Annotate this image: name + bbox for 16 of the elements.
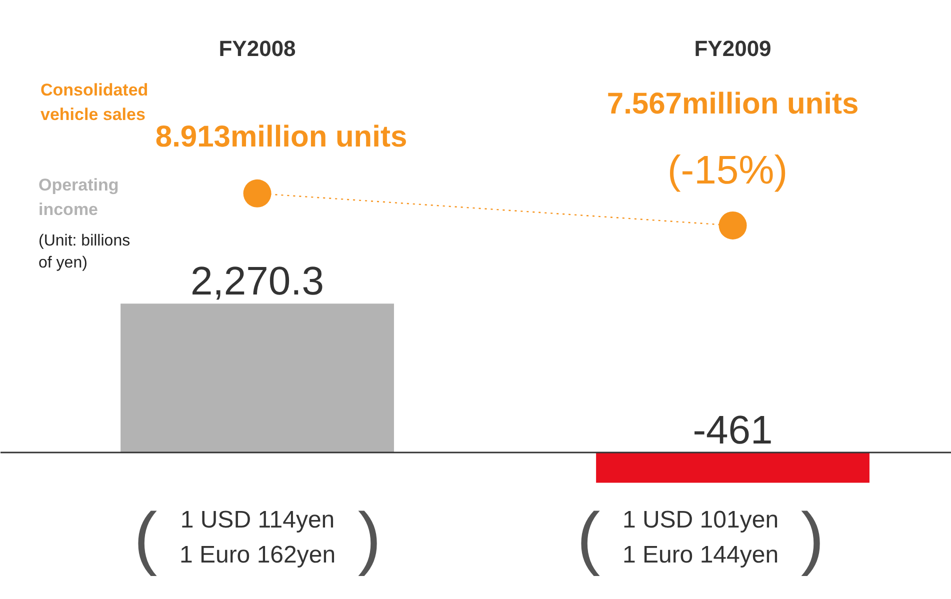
annotation: ( — [576, 498, 600, 576]
annotation: ) — [800, 498, 824, 576]
annotation: (Unit: billions of yen) — [38, 232, 130, 272]
annotation: ) — [358, 498, 382, 576]
text: Consolidated vehicle sales — [40, 80, 148, 124]
annotation: 1 USD 101yen 1 Euro 144yen — [622, 506, 779, 569]
annotation: ( — [134, 498, 158, 576]
annotation: (-15%) — [667, 148, 788, 192]
text: Operating income — [38, 176, 119, 220]
annotation: 1 USD 114yen 1 Euro 162yen — [179, 506, 336, 569]
x-tick-label: FY2009 — [694, 36, 772, 61]
data-label: -461 — [692, 408, 773, 453]
data-label: 2,270.3 — [190, 260, 324, 304]
data-label: 8.913million units — [155, 120, 408, 154]
x-tick-label: FY2008 — [218, 36, 296, 61]
data-label: 7.567million units — [606, 87, 859, 120]
